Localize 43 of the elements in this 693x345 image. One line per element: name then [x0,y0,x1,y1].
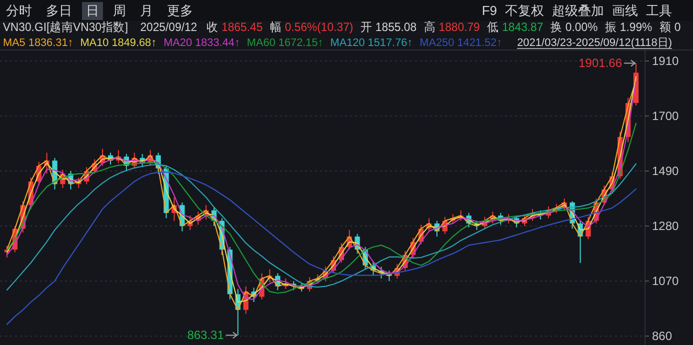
y-tick-label: 1490 [652,164,680,178]
text: 高 1880.79 [424,20,480,34]
annotation: 1901.66 [578,56,622,70]
text: 1421.52↑ [457,36,502,50]
text: 开 1855.08 [360,20,417,34]
text: 1672.15↑ [278,36,324,50]
text: MA60 [246,36,276,50]
chart-title: VN30.GI[越南VN30指数] [2,20,128,34]
text: 日 [86,3,99,18]
text: 分时 [6,3,32,18]
text: 1836.31↑ [28,36,74,50]
text: 幅 0.56%(10.37) [270,20,354,34]
text: 月 [140,3,153,18]
text: MA20 [164,36,192,50]
text: 周 [113,3,126,18]
text: 1849.68↑ [112,36,157,50]
annotation: 863.31 [187,328,224,342]
text: 2021/03/23-2025/09/12(1118日) [517,37,672,49]
text: MA120 [330,36,365,50]
chart-subtitle: 2025/09/12 [140,20,198,34]
text: F9 [482,3,497,18]
text: 1833.44↑ [195,36,240,50]
text: MA5 [2,36,26,50]
text: 超级叠加 [552,3,604,18]
text: 工具 [646,3,672,18]
y-tick-label: 1910 [652,54,680,68]
text: 换 0.00% [550,20,598,34]
text: 不复权 [505,3,544,18]
text: 画线 [612,3,638,18]
text: 多日 [46,3,72,18]
text: 振 1.99% [605,20,652,34]
y-tick-label: 860 [652,329,672,344]
text: 1517.76↑ [368,36,413,50]
text: MA10 [80,36,109,50]
text: 更多 [167,3,193,18]
text: 收 1865.45 [206,20,264,34]
text: MA250 [420,36,454,50]
y-tick-label: 1070 [652,274,680,288]
text: 额 0 [659,20,682,34]
line-series [6,172,637,325]
y-tick-label: 1280 [652,219,680,234]
y-tick-label: 1700 [652,109,680,124]
text: 低 1843.87 [487,20,544,34]
